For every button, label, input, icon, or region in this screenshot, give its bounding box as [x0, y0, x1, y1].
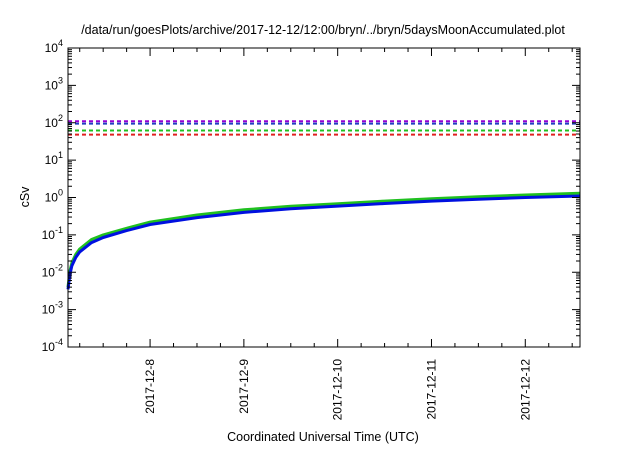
x-axis: 2017-12-8 2017-12-9 2017-12-10 2017-12-11 20…: [79, 48, 573, 421]
y-tick-label: 100: [45, 188, 63, 205]
y-tick-label: 102: [45, 113, 63, 130]
plot-area: [66, 120, 581, 290]
chart-title: /data/run/goesPlots/archive/2017-12-12/1…: [81, 23, 565, 37]
y-tick-label: 103: [45, 75, 63, 92]
x-tick-label: 2017-12-11: [424, 359, 438, 420]
x-axis-label: Coordinated Universal Time (UTC): [227, 430, 419, 444]
x-tick-label: 2017-12-10: [331, 359, 345, 421]
y-tick-label: 10-1: [42, 225, 63, 242]
x-tick-label: 2017-12-9: [237, 359, 251, 414]
y-tick-label: 10-3: [42, 300, 63, 317]
x-tick-label: 2017-12-12: [518, 359, 532, 421]
y-axis: 10-4 10-3 10-2 10-1 100 101 102 103 104: [42, 38, 580, 354]
y-tick-label: 10-4: [42, 337, 63, 354]
y-tick-label: 104: [45, 38, 63, 55]
y-axis-label: cSv: [18, 186, 32, 208]
y-tick-label: 10-2: [42, 262, 63, 279]
series-line-1: [66, 194, 581, 290]
y-tick-label: 101: [45, 150, 63, 167]
x-tick-label: 2017-12-8: [143, 359, 157, 414]
